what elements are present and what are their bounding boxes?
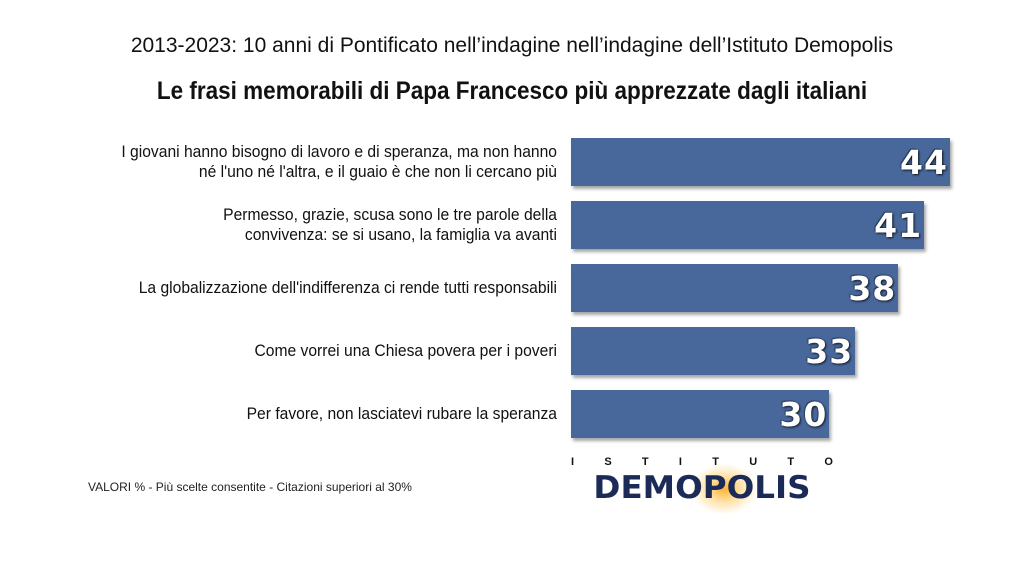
category-label: Come vorrei una Chiesa povera per i pove… xyxy=(60,341,557,361)
category-label: Per favore, non lasciatevi rubare la spe… xyxy=(60,404,557,424)
data-label: 33 xyxy=(805,332,854,371)
logo-top-letter: I xyxy=(571,456,575,468)
logo-main-text: DEMOPOLIS xyxy=(593,470,811,506)
logo-top-letter: T xyxy=(641,456,649,468)
category-label: Permesso, grazie, scusa sono le tre paro… xyxy=(60,205,557,245)
demopolis-logo: I S T I T U T O DEMOPOLIS xyxy=(571,456,833,514)
category-label-line: Per favore, non lasciatevi rubare la spe… xyxy=(246,404,557,423)
category-label-line: Permesso, grazie, scusa sono le tre paro… xyxy=(223,205,557,224)
category-label: La globalizzazione dell'indifferenza ci … xyxy=(60,278,557,298)
data-label: 41 xyxy=(874,206,923,245)
category-label-line: né l'uno né l'altra, e il guaio è che no… xyxy=(198,162,557,181)
logo-top-letter: T xyxy=(712,456,719,468)
category-label-line: La globalizzazione dell'indifferenza ci … xyxy=(138,278,558,297)
bar xyxy=(571,390,830,438)
chart-title: Le frasi memorabili di Papa Francesco pi… xyxy=(156,77,868,105)
bar xyxy=(571,264,899,312)
chart-supertitle: 2013-2023: 10 anni di Pontificato nell’i… xyxy=(130,34,894,57)
category-label-line: Come vorrei una Chiesa povera per i pove… xyxy=(254,341,558,360)
logo-glow xyxy=(691,464,757,514)
data-label: 38 xyxy=(848,269,897,308)
category-label-line: I giovani hanno bisogno di lavoro e di s… xyxy=(121,142,558,161)
bar xyxy=(571,327,856,375)
logo-top-letter: T xyxy=(787,456,795,468)
category-label-line: convivenza: se si usano, la famiglia va … xyxy=(244,225,557,244)
bar xyxy=(571,201,925,249)
logo-top-letter: U xyxy=(749,456,758,468)
data-label: 44 xyxy=(900,143,948,182)
bar xyxy=(571,138,950,186)
category-label: I giovani hanno bisogno di lavoro e di s… xyxy=(60,142,557,182)
logo-top-letter: S xyxy=(604,456,612,468)
logo-top-letter: I xyxy=(678,456,682,468)
footnote: VALORI % - Più scelte consentite - Citaz… xyxy=(88,480,412,494)
logo-top-letter: O xyxy=(824,456,833,468)
data-label: 30 xyxy=(779,395,828,434)
